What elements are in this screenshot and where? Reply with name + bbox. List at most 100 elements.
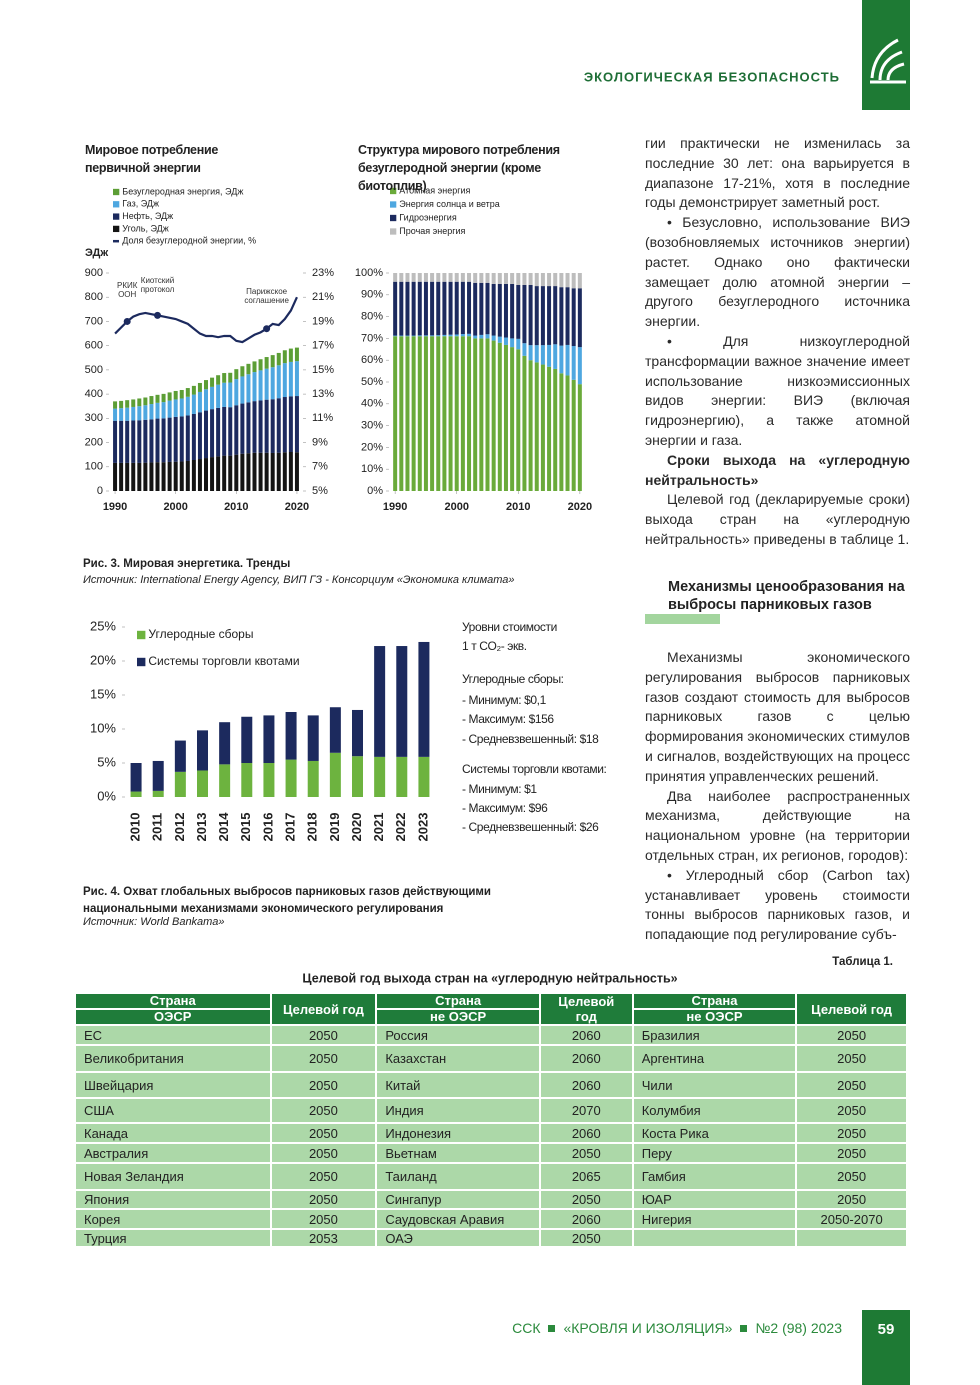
bar-segment <box>577 347 582 385</box>
bar-segment <box>405 336 410 491</box>
table-cell: ЕС <box>74 1024 272 1046</box>
y-tick-label: 10% <box>361 463 383 475</box>
bar-segment <box>210 386 215 410</box>
legend-label: Атомная энергия <box>399 185 470 195</box>
table-cell: 2050 <box>795 1024 908 1046</box>
bar-segment <box>374 756 386 797</box>
bar-segment <box>516 284 521 339</box>
bar-segment <box>522 284 527 344</box>
legend-marker <box>137 630 146 640</box>
bar-segment <box>179 416 184 462</box>
table-cell <box>795 1228 908 1248</box>
bar-segment <box>491 283 496 336</box>
table-cell: Гамбия <box>631 1162 798 1191</box>
bar-segment <box>393 335 398 337</box>
table-row: Канада 2050 Индонезия 2060 Коста Рика 2050 <box>74 1122 908 1144</box>
bar-segment <box>152 790 164 797</box>
bar-segment <box>204 389 208 411</box>
table-cell: Великобритания <box>74 1044 272 1073</box>
bar-segment <box>125 407 130 421</box>
bar-segment <box>155 394 160 403</box>
subheading: Сроки выхода на «углеродную нейтральност… <box>645 451 910 488</box>
bar-segment <box>264 357 269 369</box>
bar-segment <box>516 349 521 491</box>
y-tick-label: 30% <box>361 420 383 432</box>
bar-segment <box>119 400 124 409</box>
x-tick-label: 2017 <box>283 813 298 842</box>
bar-segment <box>113 420 118 463</box>
bar-segment <box>510 273 515 284</box>
bar-segment <box>185 460 190 491</box>
side-note: Системы торговли квотами: <box>462 762 607 776</box>
x-tick-label: 2012 <box>172 813 187 842</box>
bar-segment <box>454 336 459 491</box>
bar-segment <box>393 336 398 491</box>
table-cell: 2065 <box>538 1162 634 1191</box>
bar-segment <box>559 345 564 374</box>
x-tick-label: 2020 <box>285 501 309 513</box>
bar-segment <box>228 372 233 383</box>
x-tick-label: 2000 <box>163 501 187 513</box>
bar-segment <box>352 709 363 757</box>
bar-segment <box>540 364 545 491</box>
bar-segment <box>430 335 435 337</box>
table-cell: 2050 <box>269 1189 378 1210</box>
table-cell: Корея <box>74 1208 272 1230</box>
bar-segment <box>285 712 297 760</box>
bar-segment <box>528 360 533 491</box>
header-band <box>862 0 910 110</box>
figure-source: Источник: International Energy Agency, В… <box>83 574 515 586</box>
table-cell: 2050 <box>795 1142 908 1164</box>
legend-marker <box>113 225 120 233</box>
y-tick-label: 25% <box>90 618 116 633</box>
table-cell <box>631 1228 798 1248</box>
bar-segment <box>423 281 428 336</box>
bar-segment <box>294 347 299 362</box>
bar-segment <box>119 408 124 421</box>
table-cell: Сингапур <box>375 1189 541 1210</box>
y2-tick-label: 9% <box>312 436 328 448</box>
bar-segment <box>559 273 564 288</box>
x-tick-label: 2020 <box>568 501 592 513</box>
bar-segment <box>240 453 245 491</box>
bar-segment <box>246 374 251 403</box>
bar-segment <box>197 770 208 797</box>
bar-segment <box>240 376 245 404</box>
bar-segment <box>396 646 408 757</box>
y-tick-label: 40% <box>361 398 383 410</box>
bar-segment <box>270 355 275 368</box>
bar-segment <box>240 403 245 454</box>
legend-marker <box>390 228 397 235</box>
table-cell: 2050 <box>269 1024 378 1046</box>
legend-label: Прочая энергия <box>399 226 465 236</box>
bar-segment <box>436 335 441 337</box>
table-cell: ОАЭ <box>375 1228 541 1248</box>
y-tick-label: 400 <box>85 388 103 400</box>
table-row: Швейцария 2050 Китай 2060 Чили 2050 <box>74 1071 908 1099</box>
bar-segment <box>479 334 484 339</box>
bar-segment <box>173 390 178 400</box>
legend-label: Гидроэнергия <box>399 212 457 222</box>
legend-label: Углеродные сборы <box>148 627 253 641</box>
bar-segment <box>307 715 319 761</box>
bar-segment <box>467 333 472 337</box>
bar-segment <box>137 406 142 421</box>
table-cell: ЮАР <box>631 1189 798 1210</box>
bar-segment <box>503 283 508 338</box>
table-cell: 2060 <box>538 1024 634 1046</box>
y-tick-label: 5% <box>97 754 116 769</box>
bar-segment <box>423 273 428 282</box>
bar-segment <box>264 452 269 491</box>
bar-segment <box>467 281 472 334</box>
bar-segment <box>565 273 570 288</box>
bar-segment <box>125 462 130 491</box>
y2-tick-label: 11% <box>312 412 333 424</box>
table-cell: Коста Рика <box>631 1122 798 1144</box>
bar-segment <box>210 377 215 387</box>
bar-segment <box>442 273 447 282</box>
bar-segment <box>228 455 233 491</box>
x-tick-label: 2023 <box>415 813 430 842</box>
bar-segment <box>137 398 142 407</box>
y-tick-label: 100% <box>355 267 383 279</box>
